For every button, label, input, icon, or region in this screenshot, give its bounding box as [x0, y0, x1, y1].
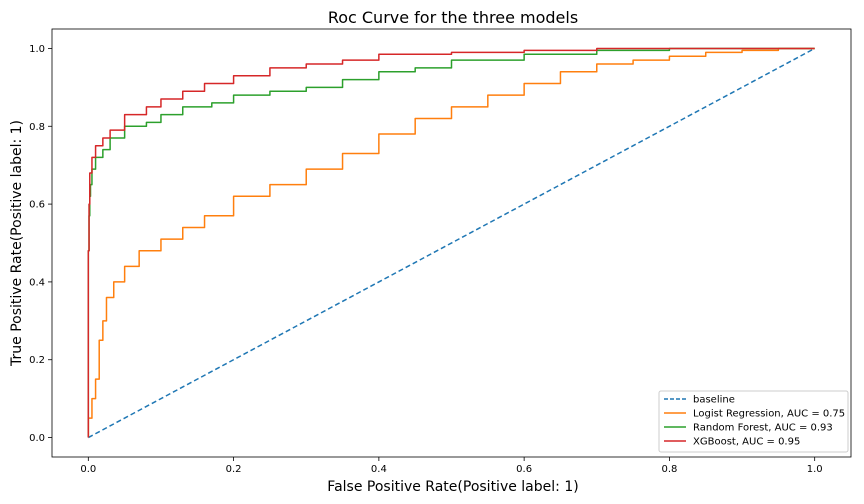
- x-tick-label: 0.6: [516, 464, 532, 475]
- legend: baseline Logist Regression, AUC = 0.75 Ran…: [658, 390, 849, 453]
- y-axis-label: True Positive Rate(Positive label: 1): [9, 120, 25, 367]
- y-tick-label: 0.4: [29, 277, 45, 288]
- y-tick-label: 0.8: [29, 122, 45, 133]
- series-line-1: [87, 47, 815, 438]
- y-tick-label: 0.0: [29, 433, 45, 444]
- series-lines: [87, 47, 816, 439]
- chart-title: Roc Curve for the three models: [328, 8, 578, 27]
- series-line-2: [87, 47, 815, 438]
- plot-area: [51, 28, 852, 458]
- x-tick-label: 0.8: [661, 464, 677, 475]
- legend-label-1: Logist Regression, AUC = 0.75: [693, 409, 845, 420]
- series-line-0: [87, 47, 816, 439]
- plot-frame: [51, 28, 852, 458]
- x-tick-label: 0.0: [80, 464, 96, 475]
- x-axis-label: False Positive Rate(Positive label: 1): [327, 479, 578, 495]
- legend-box: [658, 390, 849, 453]
- y-tick-label: 1.0: [29, 44, 45, 55]
- x-axis-ticks: 0.0 0.2 0.4 0.6 0.8 1.0: [80, 457, 823, 475]
- y-axis-ticks: 0.0 0.2 0.4 0.6 0.8 1.0: [29, 44, 52, 444]
- x-tick-label: 0.2: [226, 464, 242, 475]
- legend-label-2: Random Forest, AUC = 0.93: [693, 423, 833, 434]
- series-line-3: [87, 47, 815, 438]
- x-tick-label: 1.0: [807, 464, 823, 475]
- y-tick-label: 0.6: [29, 200, 45, 211]
- x-tick-label: 0.4: [371, 464, 387, 475]
- legend-label-3: XGBoost, AUC = 0.95: [693, 437, 800, 448]
- legend-label-0: baseline: [693, 395, 735, 406]
- y-tick-label: 0.2: [29, 355, 45, 366]
